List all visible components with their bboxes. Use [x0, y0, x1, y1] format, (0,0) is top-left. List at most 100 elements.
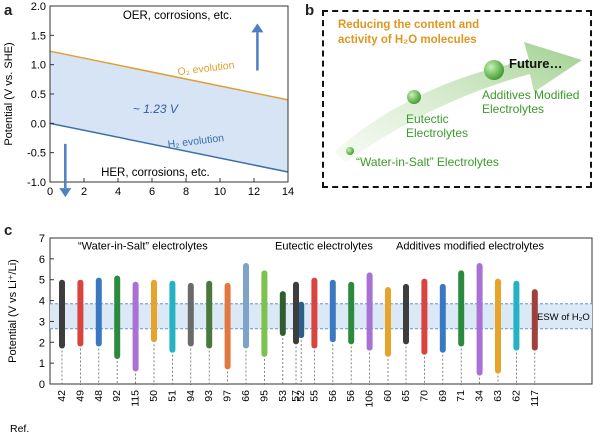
esw-label: ESW of H₂O — [537, 312, 590, 323]
ref-label: 66 — [240, 390, 252, 402]
window-bar — [279, 291, 286, 337]
y-axis-label: Potential (V vs. SHE) — [3, 42, 15, 145]
window-bar — [59, 279, 65, 349]
panel-b-ball-2 — [407, 90, 421, 104]
ref-label: 57 — [290, 390, 302, 402]
ref-label: 63 — [492, 390, 504, 402]
c-y-tick-label: 7 — [39, 233, 45, 245]
window-bar — [348, 281, 355, 345]
window-bar — [439, 283, 446, 353]
panel-b-future: Future… — [509, 56, 563, 71]
lower-region-label: HER, corrosions, etc. — [101, 167, 210, 179]
window-bar — [243, 263, 249, 349]
ref-label: 106 — [364, 390, 376, 408]
c-y-tick-label: 5 — [39, 275, 45, 287]
x-tick-label: 12 — [248, 186, 260, 198]
panel-c-letter: c — [4, 222, 13, 239]
panel-b-heading: Reducing the content and activity of H₂O… — [338, 19, 480, 46]
panel-b-label-additives: Additives Modified Electrolytes — [482, 88, 580, 116]
y-tick-label: 2.0 — [31, 1, 46, 13]
panel-b-ball-1 — [346, 147, 354, 155]
window-bar — [77, 279, 84, 347]
group-label: Additives modified electrolytes — [396, 240, 544, 252]
x-tick-label: 2 — [81, 186, 87, 198]
ref-label: 34 — [474, 390, 486, 402]
ref-label: 93 — [203, 390, 215, 402]
panel-b-ball-3 — [484, 60, 504, 80]
window-bar — [329, 279, 336, 343]
ref-label: 55 — [308, 390, 320, 402]
ref-label: 49 — [74, 390, 86, 402]
upward-arrow-head — [251, 23, 264, 33]
ref-prefix: Ref. — [10, 423, 29, 435]
window-bar — [151, 279, 157, 343]
window-bar — [293, 281, 299, 345]
window-bar — [458, 270, 465, 347]
window-bar — [366, 272, 373, 351]
ref-label: 56 — [345, 390, 357, 402]
ref-label: 71 — [455, 390, 467, 402]
window-bar — [311, 277, 318, 349]
window-bar — [206, 280, 213, 349]
panel-a-chart: 0 2 4 6 8 10 12 14 -1.0 -0.5 0.0 0.5 1.0 1.5 2.0 pH Pote… — [3, 1, 294, 200]
panel-b-box: Reducing the content and activity of H₂O… — [322, 10, 592, 188]
c-y-tick-label: 2 — [39, 337, 45, 349]
o2-evolution-label: O₂ evolution — [177, 59, 235, 78]
window-bar — [495, 278, 501, 374]
upper-region-label: OER, corrosions, etc. — [123, 10, 232, 22]
water-stability-band — [50, 51, 288, 173]
y-tick-label: 1.5 — [31, 30, 46, 42]
ref-label: 50 — [148, 390, 160, 402]
ref-label: 97 — [222, 390, 234, 402]
h2-evolution-line — [49, 122, 289, 173]
window-bar — [476, 263, 483, 376]
o2-evolution-line — [49, 50, 289, 101]
ref-label: 69 — [437, 390, 449, 402]
ref-label: 62 — [510, 390, 522, 402]
group-label: Eutectic electrolytes — [275, 240, 373, 252]
window-bar — [421, 278, 428, 355]
ref-label: 95 — [258, 390, 270, 402]
c-y-tick-label: 0 — [39, 379, 45, 391]
x-tick-label: 0 — [47, 186, 53, 198]
ref-label: 48 — [93, 390, 105, 402]
window-bar — [403, 283, 409, 345]
window-bar — [169, 280, 176, 353]
window-bar — [513, 280, 520, 351]
esw-band — [50, 303, 592, 329]
ref-label: 52 — [295, 390, 307, 402]
y-tick-label: 1.0 — [31, 60, 46, 72]
x-tick-label: 14 — [282, 186, 294, 198]
window-bar — [261, 270, 268, 357]
ref-label: 117 — [529, 390, 541, 407]
panel-b-letter: b — [305, 2, 315, 19]
x-tick-label: 8 — [183, 186, 189, 198]
ref-label: 60 — [382, 390, 394, 402]
x-tick-label: 10 — [214, 186, 226, 198]
ref-label: 65 — [400, 390, 412, 402]
c-y-axis-label: Potential (V vs Li⁺/Li) — [7, 259, 19, 363]
x-axis-label: pH — [161, 198, 176, 200]
ref-label: 56 — [327, 390, 339, 402]
window-bar — [132, 281, 139, 372]
panel-b-arrow — [334, 42, 582, 162]
c-y-tick-label: 4 — [39, 296, 45, 308]
ref-label: 94 — [185, 390, 197, 402]
window-bar — [298, 301, 305, 339]
ref-label: 115 — [130, 390, 142, 407]
c-y-tick-label: 6 — [39, 254, 45, 266]
c-y-tick-label: 3 — [39, 316, 45, 328]
panel-b-label-wis: “Water-in-Salt” Electrolytes — [356, 155, 499, 169]
panel-b-label-eutectic: Eutectic Electrolytes — [406, 112, 469, 140]
voltage-window-label: ~ 1.23 V — [133, 102, 179, 116]
ref-label: 70 — [418, 390, 430, 402]
panel-b-arrow-graphic — [334, 42, 582, 162]
window-bar — [531, 289, 538, 351]
window-bar — [385, 287, 391, 357]
ref-label: 42 — [56, 390, 68, 402]
panel-a-letter: a — [4, 2, 13, 19]
y-tick-label: -1.0 — [27, 177, 46, 189]
window-bar — [95, 277, 102, 347]
downward-arrow-head — [59, 188, 72, 198]
group-label: “Water-in-Salt” electrolytes — [78, 240, 208, 252]
